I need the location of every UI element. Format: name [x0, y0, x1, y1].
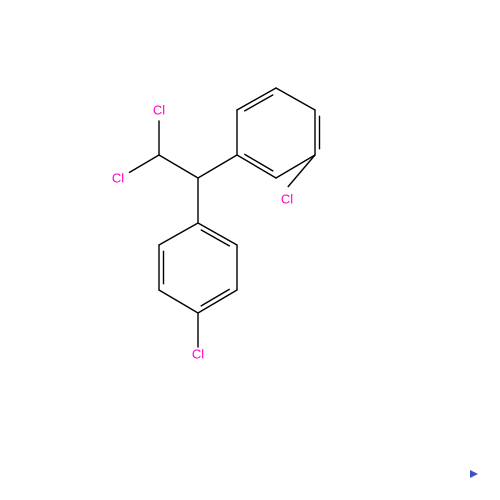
molecule-svg: [0, 0, 500, 500]
molecule-canvas: Cl Cl Cl Cl: [0, 0, 500, 500]
play-button[interactable]: [470, 470, 478, 478]
atom-label-cl10: Cl: [153, 103, 165, 118]
atom-label-cl7: Cl: [281, 192, 293, 207]
atom-label-cl12: Cl: [192, 347, 204, 362]
atom-label-cl11: Cl: [112, 171, 124, 186]
